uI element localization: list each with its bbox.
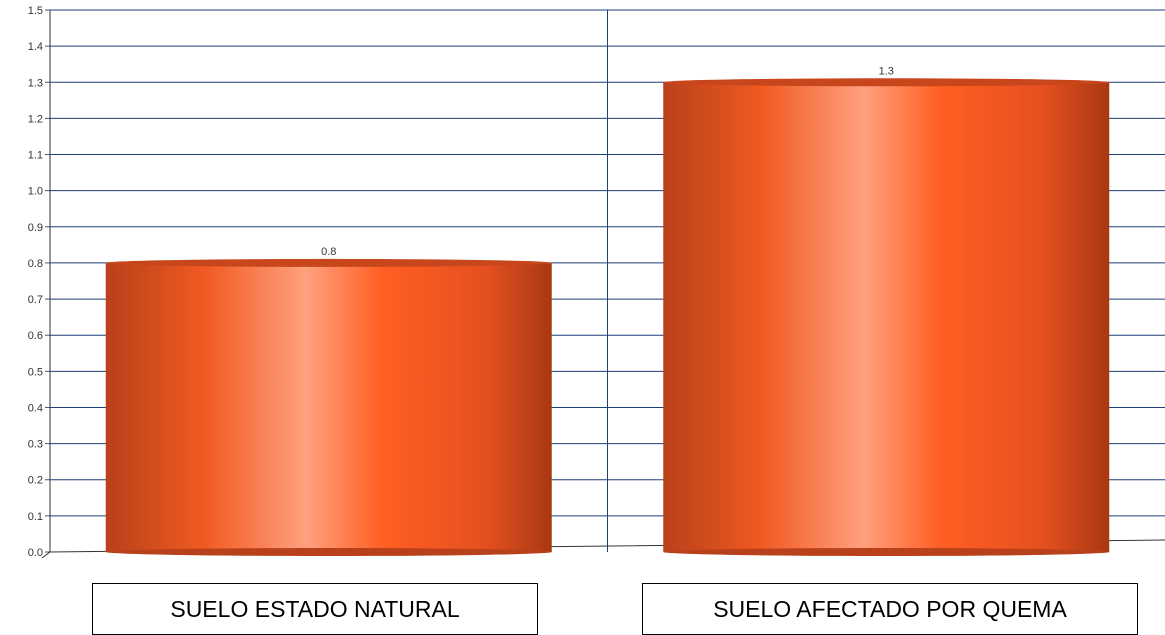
data-label-2: 1.3 xyxy=(879,65,894,77)
y-tick-label: 1.4 xyxy=(28,41,43,53)
y-tick-label: 0.9 xyxy=(28,222,43,234)
y-tick-label: 0.2 xyxy=(28,475,43,487)
y-tick-label: 0.1 xyxy=(28,511,43,523)
y-tick-label: 0.3 xyxy=(28,439,43,451)
y-tick-label: 0.4 xyxy=(28,402,43,414)
y-tick-label: 1.5 xyxy=(28,5,43,17)
y-tick-label: 0.0 xyxy=(28,547,43,559)
y-tick-label: 1.0 xyxy=(28,186,43,198)
y-axis-tick-labels: 0.0 0.1 0.2 0.3 0.4 0.5 0.6 0.7 0.8 0.9 1.0 1.1 1.2 1… xyxy=(28,5,43,559)
bars xyxy=(105,78,1110,556)
data-label-1: 0.8 xyxy=(321,246,336,258)
y-tick-label: 1.1 xyxy=(28,150,43,162)
y-tick-label: 0.7 xyxy=(28,294,43,306)
y-tick-label: 0.8 xyxy=(28,258,43,270)
y-tick-label: 1.3 xyxy=(28,77,43,89)
category-label-suelo-estado-natural: SUELO ESTADO NATURAL xyxy=(92,583,538,635)
y-tick-label: 0.6 xyxy=(28,330,43,342)
bar-chart: 0.0 0.1 0.2 0.3 0.4 0.5 0.6 0.7 0.8 0.9 1.0 1.1 1.2 1… xyxy=(28,5,1165,559)
y-tick-label: 1.2 xyxy=(28,113,43,125)
y-tick-label: 0.5 xyxy=(28,366,43,378)
data-labels: 0.8 1.3 xyxy=(321,65,894,258)
category-label-suelo-afectado-por-quema: SUELO AFECTADO POR QUEMA xyxy=(642,583,1138,635)
bar-1 xyxy=(105,258,552,556)
bar-2 xyxy=(663,78,1110,556)
